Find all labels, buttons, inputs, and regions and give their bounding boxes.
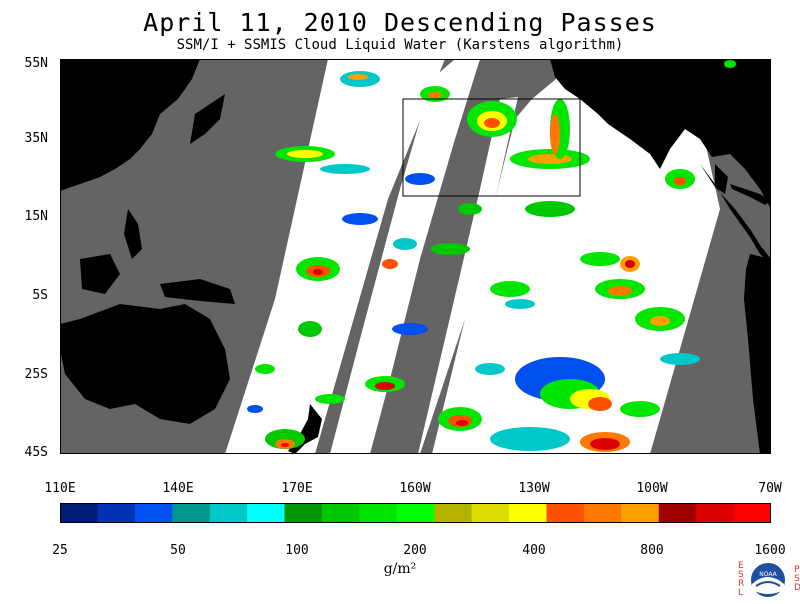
colorbar-swatch <box>359 503 398 523</box>
lon-label: 170E <box>281 481 313 496</box>
colorbar-swatch <box>434 503 473 523</box>
colorbar-swatch <box>209 503 248 523</box>
colorbar-swatch <box>284 503 323 523</box>
lat-label: 25S <box>24 367 48 382</box>
satellite-swath <box>330 59 480 454</box>
cloud-patches <box>247 71 398 449</box>
land-north-america <box>550 59 771 209</box>
land-florida <box>715 164 728 194</box>
lon-label: 110E <box>44 481 76 496</box>
land-south-america <box>744 254 771 454</box>
land-asia <box>60 59 200 191</box>
lat-label: 55N <box>24 56 48 71</box>
colorbar-swatch <box>471 503 510 523</box>
colorbar-swatch <box>509 503 547 523</box>
satellite-swath <box>225 59 445 454</box>
colorbar-swatch <box>247 503 286 523</box>
land-cuba <box>730 184 771 205</box>
logo-text: NOAA <box>759 571 777 578</box>
colorbar-swatch <box>60 503 98 523</box>
cloud-patches <box>365 60 736 452</box>
map-title: April 11, 2010 Descending Passes <box>143 8 657 37</box>
satellite-swath <box>432 59 720 454</box>
colorbar <box>60 503 771 523</box>
colorbar-label: 50 <box>170 543 186 558</box>
cloud-liquid-water-map <box>60 59 771 454</box>
colorbar-swatch <box>621 503 660 523</box>
land-central-america <box>700 164 771 264</box>
units-label: g/m² <box>383 561 417 577</box>
colorbar-label: 25 <box>52 543 68 558</box>
lon-label: 160W <box>399 481 431 496</box>
lat-label: 15N <box>24 209 48 224</box>
colorbar-label: 200 <box>403 543 427 558</box>
colorbar-swatch <box>546 503 585 523</box>
land-new-guinea <box>160 279 235 304</box>
colorbar-swatch <box>172 503 211 523</box>
lat-label: 35N <box>24 131 48 146</box>
colorbar-label: 1600 <box>754 543 786 558</box>
map-subtitle: SSM/I + SSMIS Cloud Liquid Water (Karste… <box>176 37 624 53</box>
lon-label: 100W <box>636 481 668 496</box>
colorbar-swatch <box>97 503 136 523</box>
colorbar-swatch <box>396 503 435 523</box>
land-philippines <box>124 209 142 259</box>
lon-label: 70W <box>758 481 782 496</box>
colorbar-swatch <box>696 503 735 523</box>
region-box <box>402 98 581 197</box>
colorbar-swatch <box>583 503 622 523</box>
land-borneo <box>80 254 120 294</box>
lat-label: 5S <box>32 288 48 303</box>
land-australia <box>60 304 230 424</box>
lon-label: 140E <box>162 481 194 496</box>
colorbar-swatch <box>134 503 173 523</box>
lat-label: 45S <box>24 445 48 460</box>
colorbar-swatch <box>733 503 771 523</box>
satellite-swath <box>418 97 518 454</box>
colorbar-label: 400 <box>522 543 546 558</box>
land-japan <box>190 94 225 144</box>
colorbar-label: 100 <box>285 543 309 558</box>
lon-label: 130W <box>518 481 550 496</box>
colorbar-label: 800 <box>640 543 664 558</box>
colorbar-swatch <box>321 503 360 523</box>
colorbar-swatch <box>658 503 697 523</box>
